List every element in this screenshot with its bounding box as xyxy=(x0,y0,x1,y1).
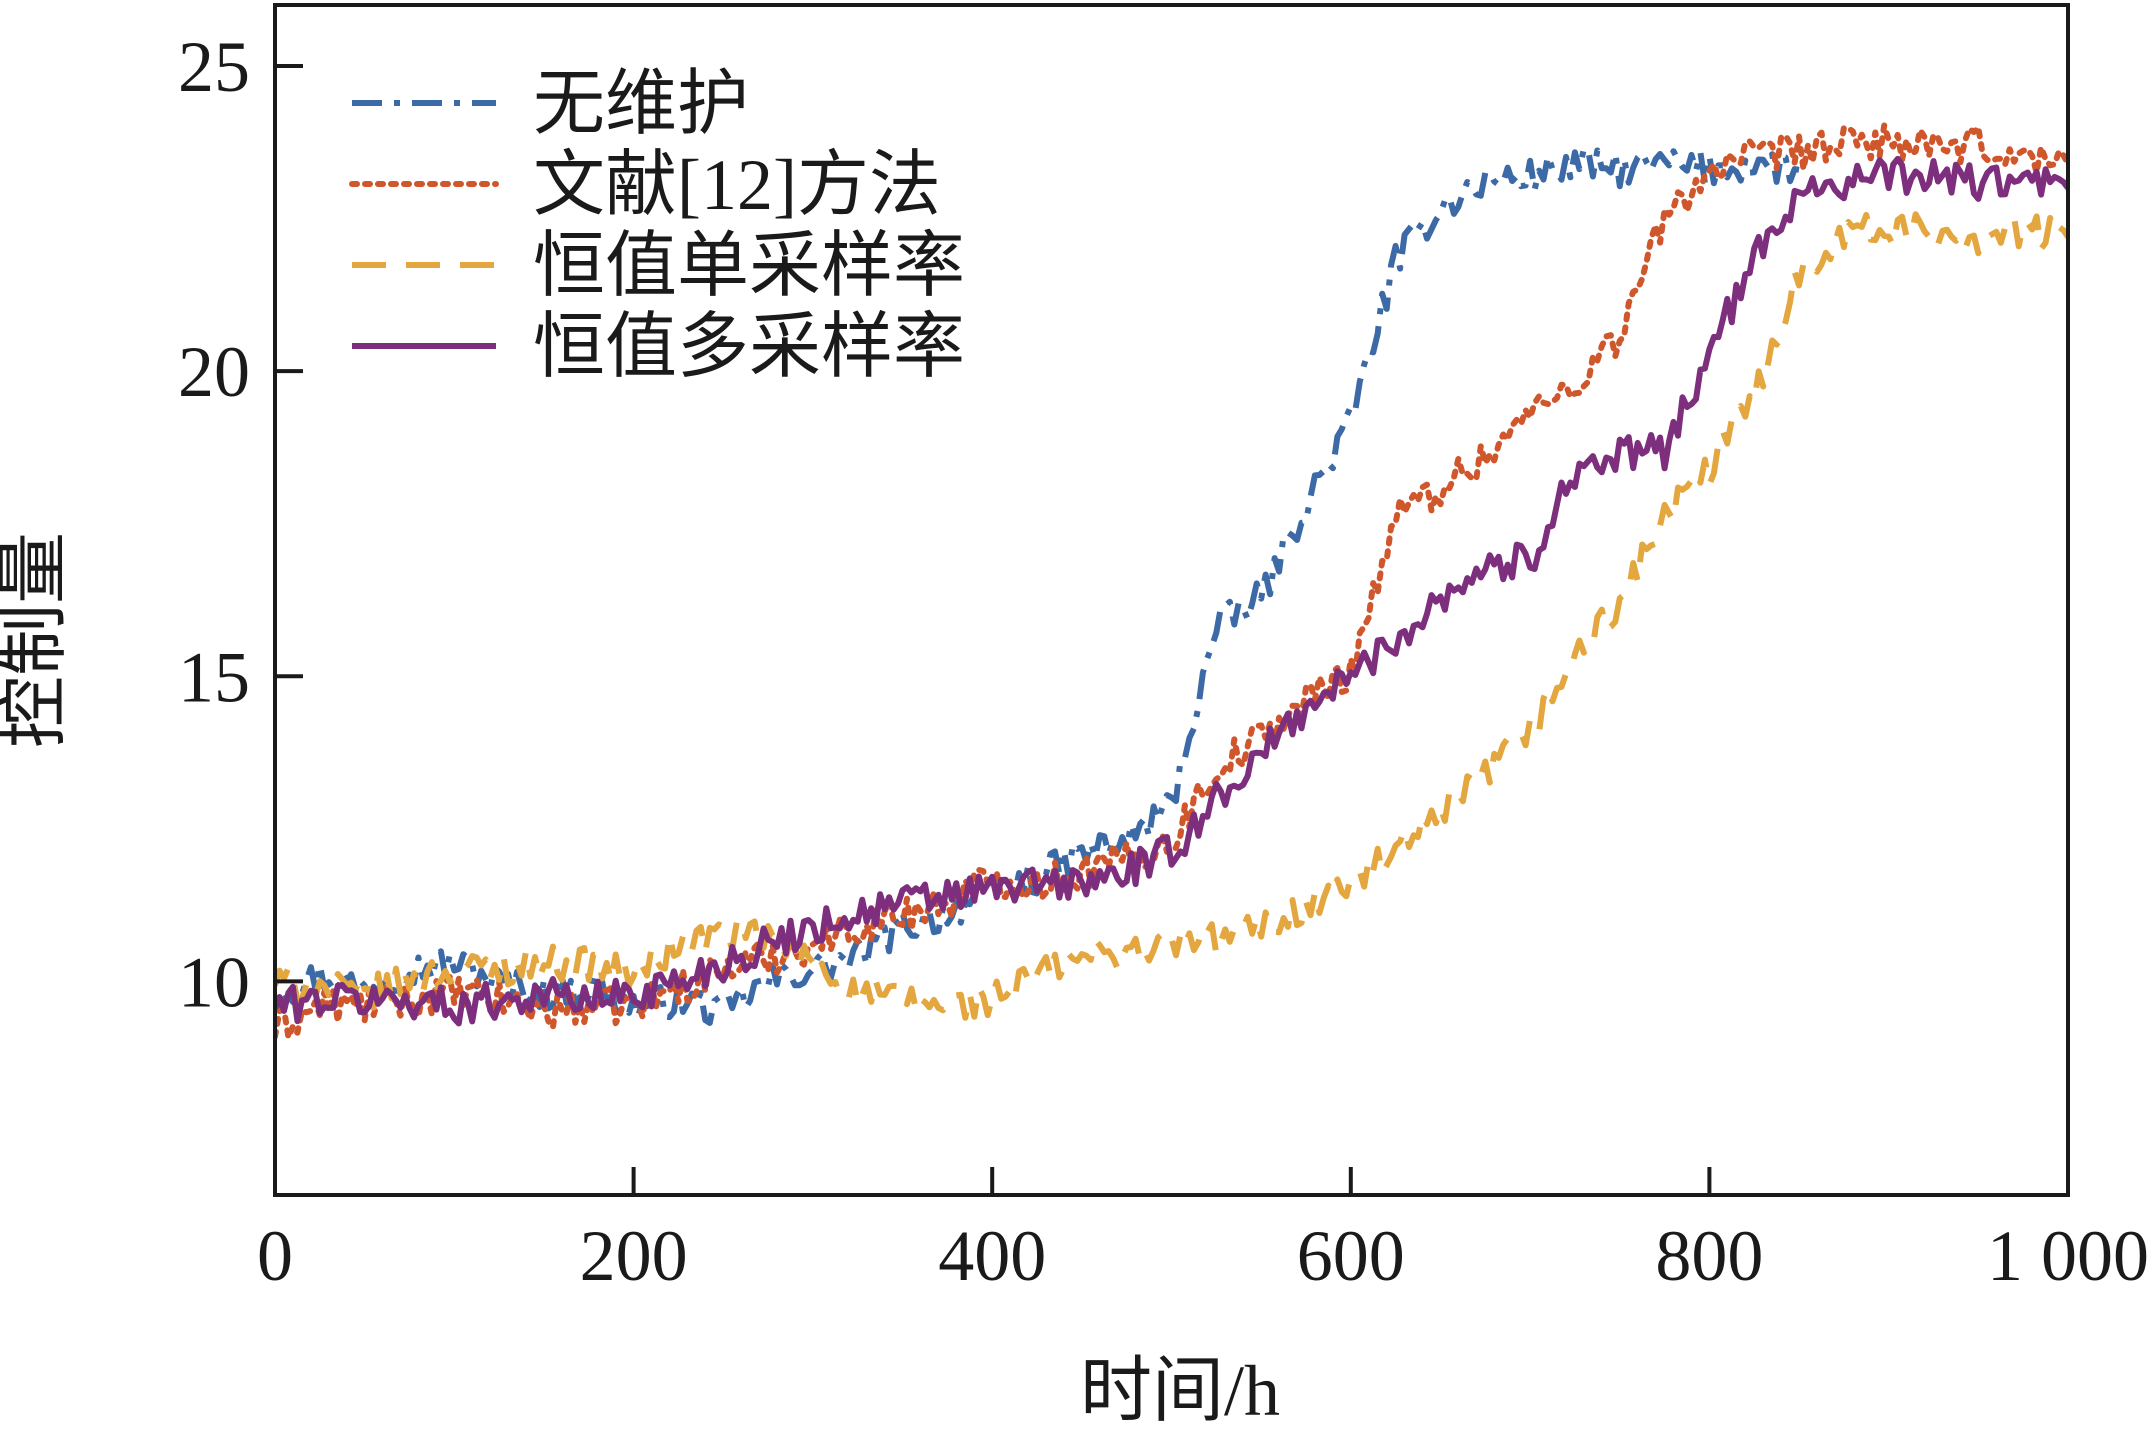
x-tick-label: 1 000 xyxy=(1987,1216,2149,1296)
x-tick-label: 400 xyxy=(938,1216,1046,1296)
x-tick-label: 200 xyxy=(580,1216,688,1296)
x-axis-label: 时间/h xyxy=(1080,1351,1280,1431)
series-line-3 xyxy=(275,211,2068,1021)
series-line-4 xyxy=(275,155,2068,1027)
x-tick-label: 0 xyxy=(257,1216,293,1296)
series-lines xyxy=(275,122,2068,1041)
y-tick-label: 25 xyxy=(178,27,250,107)
x-tick-label: 600 xyxy=(1297,1216,1405,1296)
plot-frame xyxy=(273,3,2070,1197)
axes: 0 200 400 600 800 1 000 10 15 20 25 xyxy=(178,3,2149,1296)
legend-label-1: 无维护 xyxy=(533,64,749,144)
y-tick-label: 20 xyxy=(178,332,250,412)
plot-area xyxy=(275,122,2068,1041)
legend-label-4: 恒值多采样率 xyxy=(533,307,965,387)
x-tick-label: 800 xyxy=(1655,1216,1763,1296)
y-tick-label: 15 xyxy=(178,637,250,717)
legend-label-3: 恒值单采样率 xyxy=(533,226,965,306)
y-tick-label: 10 xyxy=(178,942,250,1022)
legend-label-2: 文献[12]方法 xyxy=(533,145,941,225)
y-axis-label: 控制量 xyxy=(0,532,74,748)
